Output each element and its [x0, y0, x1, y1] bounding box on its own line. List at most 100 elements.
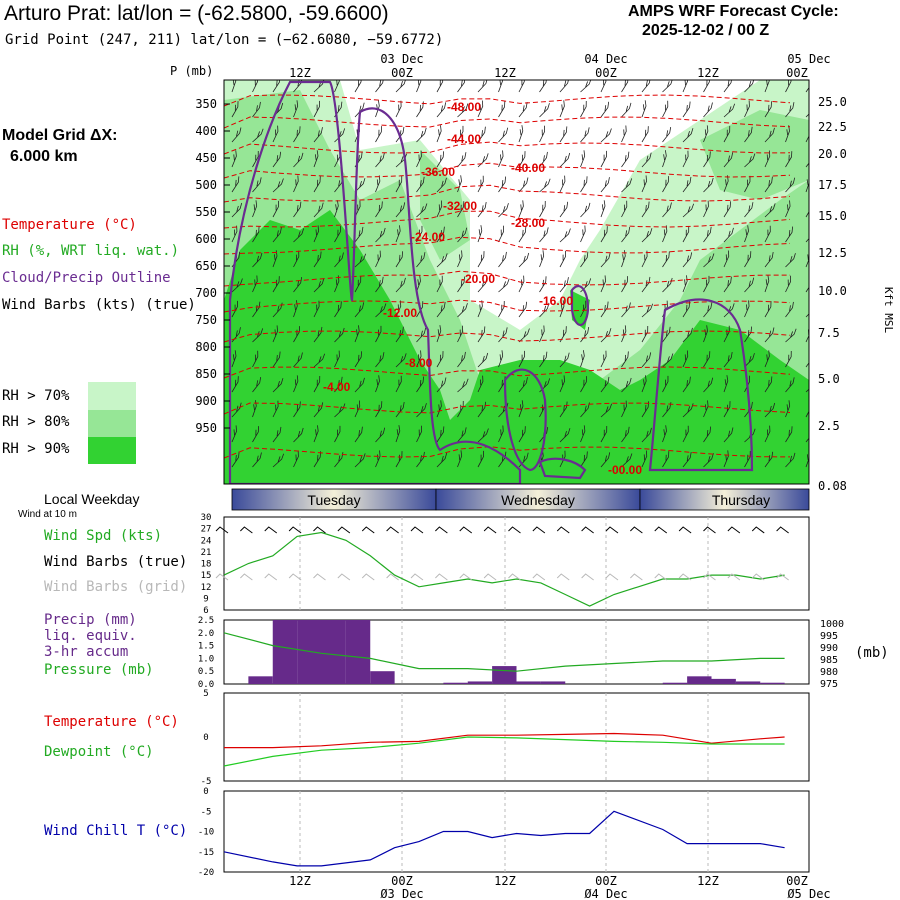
wind-barb-grid	[483, 573, 497, 581]
wind-barb	[416, 403, 427, 418]
wind-barb	[231, 350, 237, 368]
wind-barb	[436, 400, 442, 418]
legend-rh70-label: RH > 70%	[2, 388, 70, 404]
wind-barb	[621, 250, 626, 268]
wind-barb	[682, 203, 695, 218]
cross-section-fields	[224, 80, 809, 484]
pressure-axis-title: P (mb)	[170, 64, 213, 78]
isotherm-line	[224, 184, 791, 203]
page-title: Arturo Prat: lat/lon = (-62.5800, -59.66…	[4, 2, 389, 25]
wind-barb	[272, 351, 281, 368]
wind-barb	[641, 303, 654, 318]
wind-barb	[375, 276, 384, 293]
pressure-tick-label: 800	[195, 340, 217, 354]
wind-barb	[231, 278, 243, 293]
precip-bar	[540, 681, 566, 684]
wind-barb	[641, 375, 647, 393]
wind-barb	[621, 377, 632, 393]
isotherm-label: -32.00	[443, 199, 477, 213]
pressure-tick-label: 900	[195, 394, 217, 408]
bottom-hour-tick-label: 12Z	[697, 874, 719, 888]
isotherm-label: -36.00	[421, 165, 455, 179]
wind-barb	[785, 275, 792, 293]
wind-barb	[416, 203, 428, 218]
wind-barb	[580, 80, 592, 93]
wind-barb-true	[386, 526, 399, 534]
cloud-outline	[570, 285, 590, 327]
wind-barb	[436, 200, 443, 218]
wind-barb	[662, 150, 667, 168]
wind-barb	[457, 378, 469, 393]
wind-barb	[662, 451, 670, 468]
wind-barb-grid	[776, 573, 789, 581]
height-tick-label: 0.08	[818, 479, 847, 493]
bottom-hour-tick-label: 12Z	[289, 874, 311, 888]
weekday-label: Thursday	[712, 492, 770, 508]
wind-barb-true	[288, 526, 302, 534]
wind-barb-true	[727, 526, 741, 534]
wind-barb	[334, 301, 342, 318]
wind-barb	[703, 253, 715, 268]
wind-barb	[416, 376, 425, 393]
height-tick-label: 2.5	[818, 419, 840, 433]
wind-barb	[354, 226, 364, 243]
wind-barb	[703, 302, 713, 318]
weekday-label: Tuesday	[307, 492, 360, 508]
wind-barb	[375, 375, 380, 393]
wind-barb	[703, 325, 708, 343]
precip-bar	[760, 682, 785, 684]
cloud-outline	[503, 368, 547, 472]
cloud-outline	[538, 457, 587, 480]
precip-bar	[370, 671, 395, 684]
wind-barb	[539, 125, 546, 143]
isotherm-line	[224, 210, 791, 229]
legend-dewpoint-series: Dewpoint (°C)	[44, 744, 154, 760]
wind-barb-grid	[240, 573, 253, 581]
wind-barb	[395, 100, 402, 118]
wind-barb	[600, 226, 608, 243]
wind-barb	[252, 252, 263, 268]
wind-barb	[457, 227, 468, 243]
isotherm-line	[224, 299, 791, 313]
wind-barb	[580, 100, 587, 118]
wind-barb	[457, 201, 465, 218]
wind-barb	[436, 377, 447, 393]
wind-barb	[703, 351, 711, 368]
wind-barb	[764, 301, 772, 318]
wind-barb	[600, 150, 607, 168]
wind-barb	[252, 452, 262, 468]
wind-barb-true	[410, 526, 424, 534]
wind-barb	[662, 127, 672, 143]
wind-barb	[785, 125, 790, 143]
wind-barb	[600, 403, 613, 418]
temperature-line	[224, 732, 785, 749]
pressure-tick-label: 950	[195, 421, 217, 435]
wind-barb	[559, 152, 571, 168]
precip-bar	[248, 676, 273, 684]
wind-barb-true	[654, 526, 668, 534]
temp-tick-label: -5	[201, 777, 212, 787]
wind-barb-true	[630, 526, 643, 534]
precip-bar	[321, 620, 346, 684]
wind-barb	[580, 327, 590, 343]
wind-barb	[498, 425, 504, 443]
wind-barb	[805, 152, 809, 168]
wind-speed-tick-label: 21	[201, 548, 212, 558]
precip-tick-label: 2.0	[198, 629, 214, 639]
wind-barb	[723, 427, 734, 443]
wind-barb	[662, 353, 674, 368]
wind-barb	[621, 325, 627, 343]
wind-barb	[436, 302, 446, 318]
wind-barb	[375, 201, 383, 218]
precip-tick-label: 0.5	[198, 667, 214, 677]
wind-barb	[785, 151, 793, 168]
top-date-tick-label: 04 Dec	[584, 52, 627, 66]
wind-barb	[539, 200, 546, 218]
wind-barb	[723, 401, 731, 418]
chill-panel-frame	[223, 790, 810, 873]
height-tick-label: 12.5	[818, 246, 847, 260]
wind-barb	[559, 100, 565, 118]
wind-barb	[662, 100, 669, 118]
wind-barb	[375, 303, 387, 318]
